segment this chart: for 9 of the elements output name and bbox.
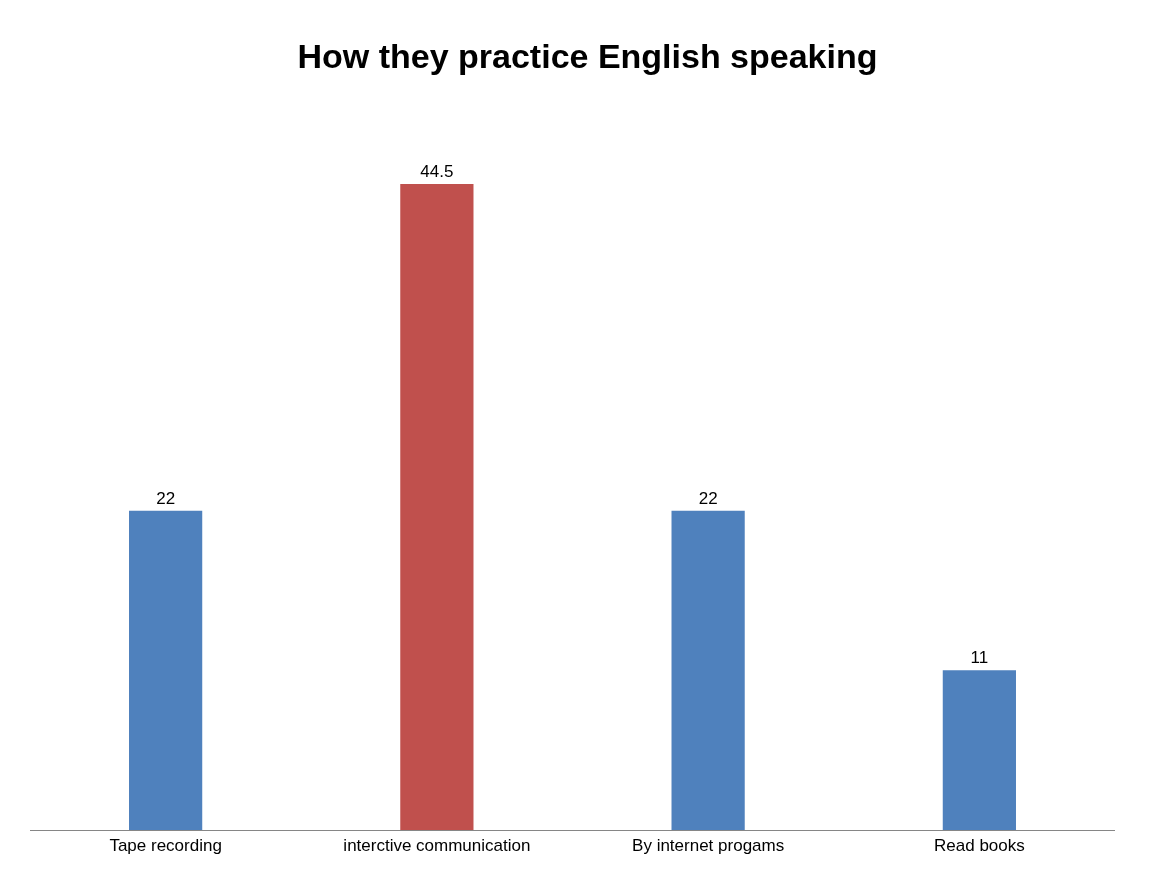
x-tick-label: Tape recording: [109, 836, 222, 856]
x-tick-label: Read books: [934, 836, 1025, 856]
chart-title: How they practice English speaking: [297, 36, 878, 75]
data-label: 22: [698, 488, 718, 508]
data-label: 44.5: [420, 162, 454, 181]
x-tick-label: interctive communication: [343, 836, 531, 856]
data-label: 22: [156, 488, 176, 508]
data-label: 11: [970, 648, 989, 668]
x-tick-label: By internet progams: [632, 836, 785, 856]
